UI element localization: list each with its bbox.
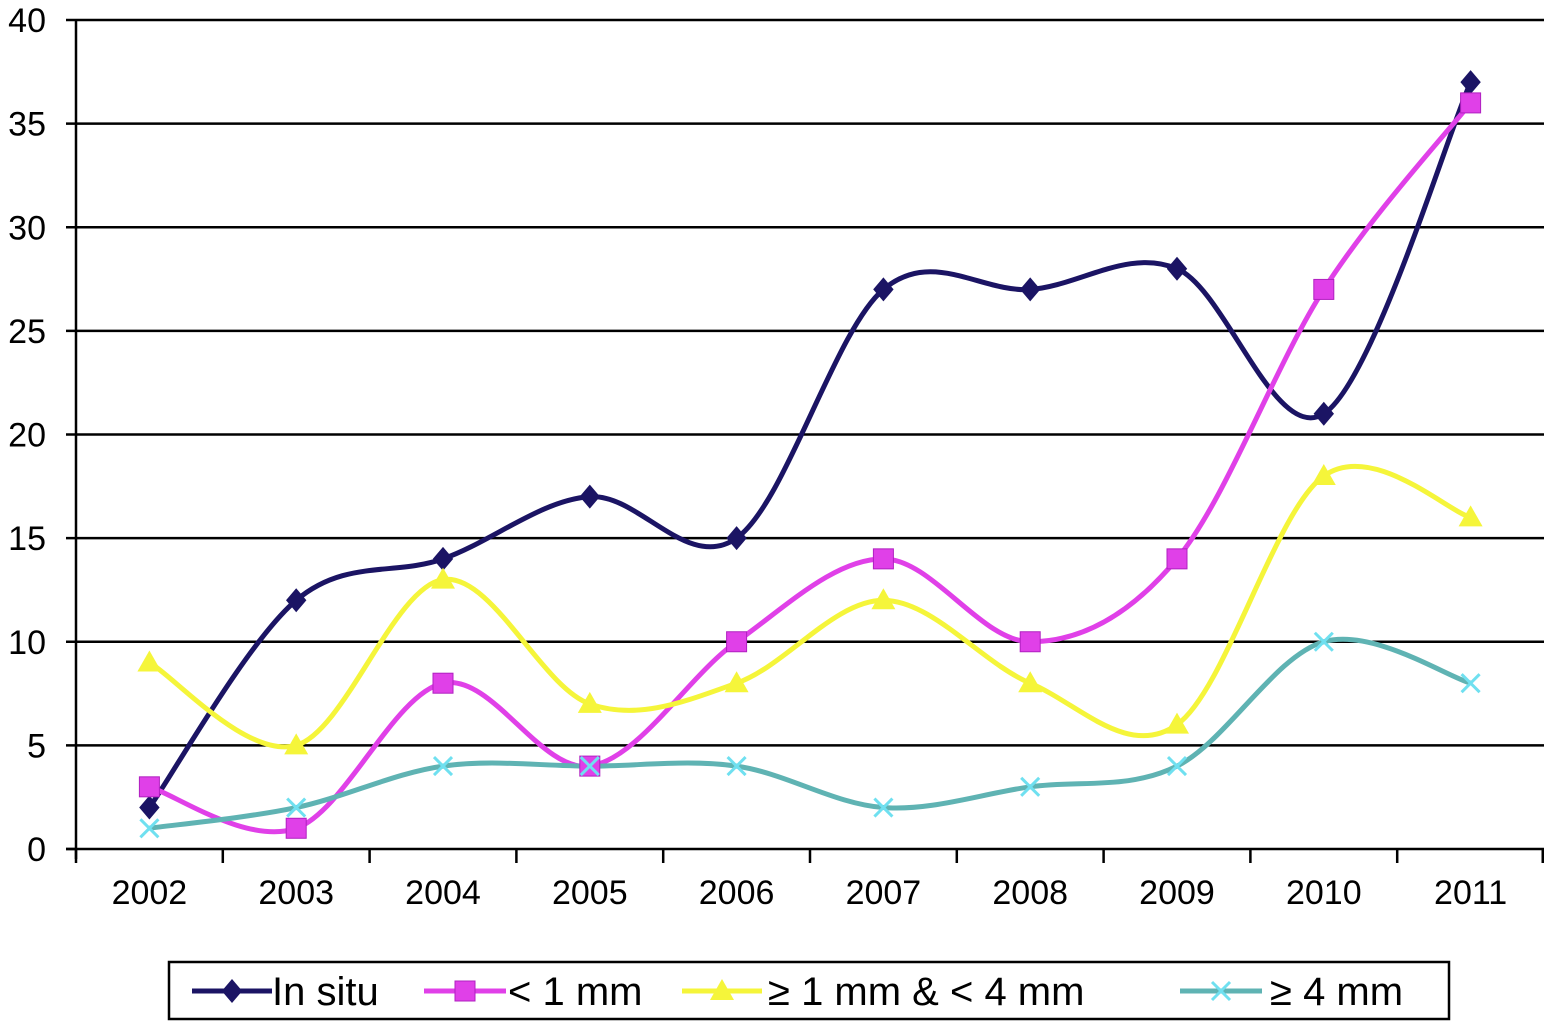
x-tick-label: 2008 — [992, 874, 1068, 912]
series-3-point-2005-stroke-b — [579, 756, 600, 777]
series-0-point-2009 — [1166, 256, 1188, 281]
legend-swatch-marker — [454, 980, 476, 1002]
y-axis-ticks: 0 5 10 15 20 25 30 35 40 — [8, 2, 76, 869]
series-0-point-2004 — [432, 546, 454, 571]
series-3-point-2007-stroke-b — [873, 797, 894, 818]
series-3-point-2003 — [286, 797, 307, 818]
series-1-point-2004 — [432, 672, 454, 694]
y-tick-label: 15 — [8, 520, 46, 558]
series-1-point-2002 — [138, 776, 160, 798]
x-tick-label: 2007 — [846, 874, 922, 912]
legend-entry-0: In situ — [192, 970, 379, 1014]
series-3-point-2006-stroke-b — [726, 756, 747, 777]
series-1-point-2003 — [285, 817, 307, 839]
series-1-point-2008 — [1019, 631, 1041, 653]
series-3-point-2002 — [139, 818, 160, 839]
series-3-point-2010-stroke-b — [1313, 631, 1334, 652]
series-2-point-2006 — [724, 671, 749, 693]
series-0-point-2002 — [139, 795, 160, 820]
y-tick-label: 30 — [8, 209, 46, 247]
series-2-point-2009 — [1165, 712, 1189, 734]
legend-entry-1: < 1 mm — [424, 970, 642, 1014]
series-3-point-2004-stroke-b — [432, 756, 454, 777]
legend-entry-3: ≥ 4 mm — [1180, 970, 1403, 1014]
series-0-point-2007 — [873, 277, 894, 302]
series-3-point-2002-stroke-b — [139, 818, 160, 839]
series-3-point-2004 — [432, 756, 454, 777]
series-3-point-2011-stroke-b — [1460, 673, 1481, 694]
legend-label: ≥ 1 mm & < 4 mm — [768, 970, 1084, 1014]
y-tick-label: 25 — [8, 313, 46, 351]
series-1-point-2007 — [872, 548, 894, 570]
series-3-point-2009-stroke-b — [1166, 756, 1188, 777]
x-tick-label: 2006 — [699, 874, 775, 912]
x-tick-label: 2003 — [258, 874, 334, 912]
series-1-point-2006 — [726, 631, 748, 653]
series-line-3 — [149, 636, 1472, 831]
series-3-point-2003-stroke-b — [286, 797, 307, 818]
x-tick-label: 2010 — [1286, 874, 1362, 912]
x-tick-label: 2009 — [1139, 874, 1215, 912]
series-markers — [137, 70, 1483, 839]
legend-label: < 1 mm — [508, 970, 642, 1014]
y-tick-label: 20 — [8, 417, 46, 455]
series-0-point-2008 — [1020, 277, 1041, 302]
series-line-2 — [148, 463, 1472, 750]
legend-label: ≥ 4 mm — [1270, 970, 1403, 1014]
legend-swatch-marker-stroke-b — [1210, 980, 1232, 1002]
series-2-point-2003 — [284, 733, 309, 755]
series-2-point-2011 — [1458, 505, 1483, 527]
series-0-point-2005 — [579, 484, 600, 509]
legend-label: In situ — [272, 970, 379, 1014]
series-1-point-2010 — [1313, 278, 1335, 300]
series-3-point-2008 — [1020, 776, 1041, 797]
y-tick-label: 40 — [8, 2, 46, 40]
series-3-point-2006 — [726, 756, 747, 777]
legend: In situ < 1 mm ≥ 1 mm & < 4 mm ≥ 4 mm — [167, 960, 1451, 1021]
series-3-point-2008-stroke-b — [1020, 776, 1041, 797]
series-0-point-2011 — [1460, 70, 1481, 95]
y-tick-label: 10 — [8, 624, 46, 662]
series-2-point-2004 — [431, 567, 455, 589]
x-tick-label: 2004 — [405, 874, 481, 912]
series-3-point-2011 — [1460, 673, 1481, 694]
series-0-point-2006 — [726, 526, 747, 551]
x-tick-label: 2005 — [552, 874, 628, 912]
series-0-point-2003 — [286, 588, 307, 613]
series-2-point-2002 — [137, 650, 162, 672]
series-0-point-2010 — [1313, 401, 1334, 426]
legend-swatch-marker — [221, 979, 243, 1003]
series-1-point-2009 — [1166, 548, 1188, 570]
series-2-point-2008 — [1018, 671, 1043, 693]
series-lines — [147, 81, 1473, 835]
x-tick-label: 2002 — [112, 874, 188, 912]
axes — [66, 20, 1544, 859]
legend-entry-2: ≥ 1 mm & < 4 mm — [682, 970, 1084, 1014]
series-line-1 — [148, 101, 1473, 835]
series-1-point-2011 — [1460, 92, 1482, 114]
series-2-point-2010 — [1311, 463, 1336, 485]
series-3-point-2007 — [873, 797, 894, 818]
y-tick-label: 5 — [27, 727, 46, 765]
x-tick-label: 2011 — [1434, 874, 1507, 912]
series-3-point-2009 — [1166, 756, 1188, 777]
series-3-point-2005 — [579, 756, 600, 777]
series-3-point-2010 — [1313, 631, 1334, 652]
y-tick-label: 0 — [27, 831, 46, 869]
series-2-point-2007 — [871, 588, 896, 610]
legend-swatch-marker — [710, 979, 734, 1000]
y-tick-label: 35 — [8, 106, 46, 144]
series-2-point-2005 — [577, 691, 602, 713]
gridlines — [76, 18, 1544, 747]
series-line-0 — [147, 81, 1473, 809]
x-axis-ticks: 2002 2003 2004 2005 2006 2007 2008 2009 2010 2011 — [74, 849, 1544, 912]
legend-swatch-marker — [1210, 980, 1232, 1002]
